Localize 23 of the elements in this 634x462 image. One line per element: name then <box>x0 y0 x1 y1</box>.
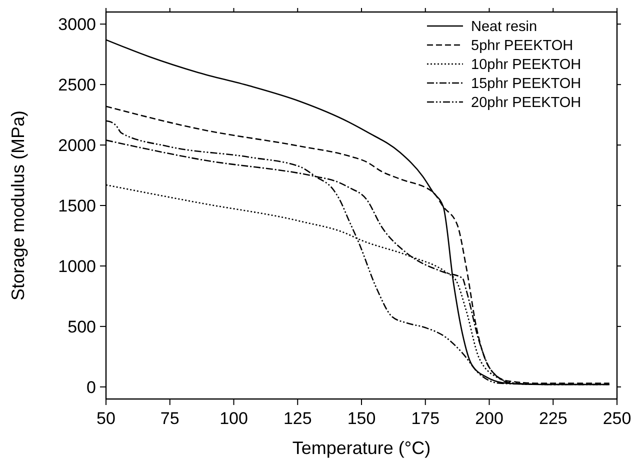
y-tick-label: 500 <box>68 317 96 336</box>
x-tick-label: 200 <box>475 409 504 428</box>
y-tick-label: 0 <box>86 378 96 397</box>
legend-label: 10phr PEEKTOH <box>471 57 582 73</box>
x-tick-label: 225 <box>538 409 568 428</box>
x-tick-label: 50 <box>96 409 116 428</box>
x-tick-label: 100 <box>220 409 248 428</box>
x-tick-label: 175 <box>411 409 440 428</box>
y-tick-label: 2000 <box>58 136 96 156</box>
y-tick-label: 1000 <box>58 256 96 276</box>
x-tick-label: 75 <box>160 409 180 428</box>
legend-label: Neat resin <box>471 19 538 35</box>
x-tick-label: 125 <box>283 409 312 428</box>
legend-label: 15phr PEEKTOH <box>471 76 582 92</box>
legend-label: 5phr PEEKTOH <box>471 38 574 54</box>
x-tick-label: 150 <box>347 409 376 428</box>
y-tick-label: 2500 <box>58 76 96 95</box>
y-tick-label: 1500 <box>58 196 96 216</box>
x-tick-label: 250 <box>602 409 632 428</box>
y-axis-title: Storage modulus (MPa) <box>8 110 28 301</box>
x-axis-title: Temperature (°C) <box>292 438 431 458</box>
legend-label: 20phr PEEKTOH <box>471 95 582 111</box>
y-tick-label: 3000 <box>58 15 96 34</box>
